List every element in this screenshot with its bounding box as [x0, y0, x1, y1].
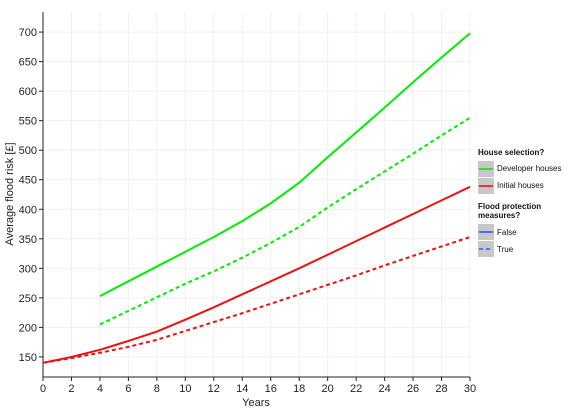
- y-tick-label: 250: [19, 293, 37, 305]
- y-tick-label: 200: [19, 322, 37, 334]
- legend-swatch: [479, 248, 493, 250]
- y-tick-label: 350: [19, 234, 37, 246]
- x-tick-label: 20: [322, 383, 334, 395]
- legend-key: [478, 177, 494, 194]
- line-series: [42, 236, 471, 364]
- x-tick-label: 0: [40, 383, 46, 395]
- legend-key: [478, 224, 494, 241]
- y-tick-label: 700: [19, 27, 37, 39]
- x-tick-label: 28: [435, 383, 447, 395]
- legend-item: Initial houses: [478, 177, 578, 194]
- legend-label: Developer houses: [497, 164, 562, 174]
- legend-swatch: [479, 167, 493, 170]
- y-tick-label: 150: [19, 352, 37, 364]
- y-tick-label: 450: [19, 175, 37, 187]
- legend-title: Flood protection measures?: [478, 202, 542, 221]
- y-axis-title: Average flood risk [£]: [4, 142, 16, 245]
- legend-item: False: [478, 224, 578, 241]
- y-tick-label: 500: [19, 145, 37, 157]
- line-series: [99, 32, 471, 297]
- legend-key: [478, 160, 494, 177]
- legend-swatch: [479, 184, 493, 187]
- x-tick-label: 26: [407, 383, 419, 395]
- line-series: [42, 185, 471, 364]
- legend-title: House selection?: [478, 148, 545, 157]
- x-tick-label: 6: [125, 383, 131, 395]
- legend-label: True: [497, 244, 514, 254]
- x-axis-title: Years: [242, 397, 270, 409]
- y-tick-label: 300: [19, 263, 37, 275]
- legend-item: Developer houses: [478, 160, 578, 177]
- x-tick-label: 8: [154, 383, 160, 395]
- y-tick-label: 400: [19, 204, 37, 216]
- legend-key: [478, 241, 494, 258]
- y-tick-label: 550: [19, 116, 37, 128]
- x-tick-label: 2: [68, 383, 74, 395]
- legend-group: House selection? Developer houses Initial …: [478, 148, 578, 194]
- y-tick-label: 650: [19, 57, 37, 69]
- x-tick-label: 24: [378, 383, 390, 395]
- legend-swatch: [479, 231, 493, 233]
- legend-group: Flood protection measures? False True: [478, 202, 578, 258]
- x-tick-label: 16: [265, 383, 277, 395]
- x-tick-label: 18: [293, 383, 305, 395]
- legend-label: Initial houses: [497, 181, 544, 191]
- x-tick-label: 22: [350, 383, 362, 395]
- x-tick-label: 14: [236, 383, 248, 395]
- legend: House selection? Developer houses Initial …: [478, 144, 578, 266]
- x-tick-label: 4: [97, 383, 103, 395]
- y-tick-label: 600: [19, 86, 37, 98]
- line-series: [99, 116, 471, 326]
- x-tick-label: 12: [208, 383, 220, 395]
- legend-label: False: [497, 227, 517, 237]
- legend-item: True: [478, 241, 578, 258]
- x-tick-label: 10: [179, 383, 191, 395]
- x-tick-label: 30: [464, 383, 476, 395]
